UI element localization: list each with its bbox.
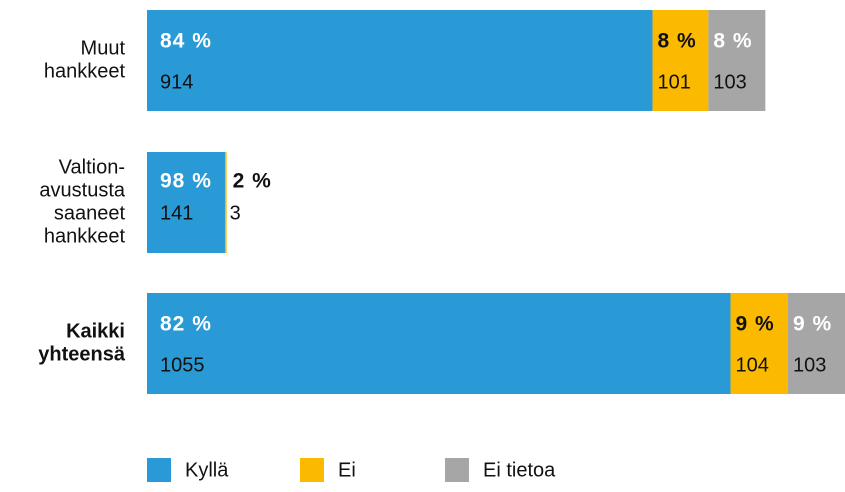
bar-segment [224,152,227,253]
legend-label: Ei [338,459,356,481]
legend-swatch [445,458,469,482]
bar-segment [147,293,731,394]
percent-label: 8 % [713,30,752,53]
bar-segment [788,293,845,394]
category-label: hankkeet [44,225,126,247]
legend-label: Kyllä [185,459,229,481]
percent-label: 8 % [658,30,697,53]
bar-segment [708,10,766,111]
category-label: Kaikki [66,320,125,342]
count-label: 141 [160,202,193,224]
percent-label: 98 % [160,170,212,193]
count-label: 103 [793,354,826,376]
count-label: 103 [713,71,746,93]
bar-segment [652,10,709,111]
percent-label: 9 % [736,313,775,336]
category-label: avustusta [39,179,125,201]
bar-segment [730,293,789,394]
category-label: hankkeet [44,60,126,82]
count-label: 101 [658,71,691,93]
count-label: 914 [160,71,193,93]
bar-segment [147,152,225,253]
legend-label: Ei tietoa [483,459,556,481]
category-label: yhteensä [38,343,126,365]
category-label: saaneet [54,202,126,224]
category-label: Muut [81,37,126,59]
percent-label: 9 % [793,313,832,336]
legend-swatch [300,458,324,482]
count-label: 104 [736,354,769,376]
count-label: 3 [230,202,241,224]
legend-swatch [147,458,171,482]
percent-label: 82 % [160,313,212,336]
percent-label: 84 % [160,30,212,53]
bar-segment [147,10,653,111]
percent-label: 2 % [233,170,272,193]
count-label: 1055 [160,354,205,376]
category-label: Valtion- [59,156,125,178]
